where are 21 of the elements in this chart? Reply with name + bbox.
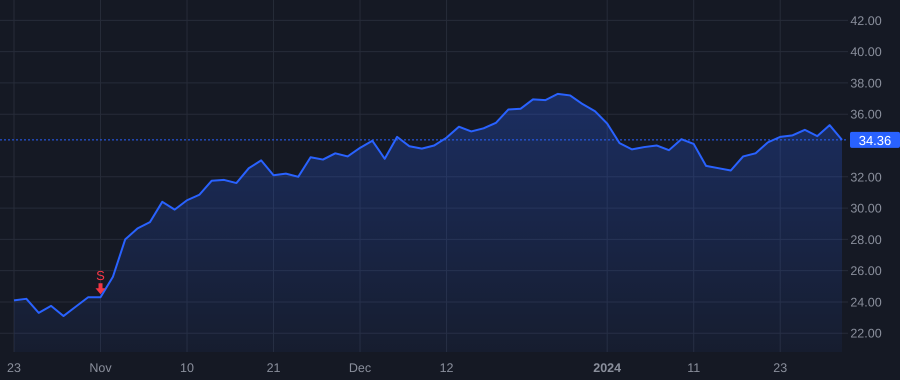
y-tick-label: 24.00 xyxy=(850,295,882,310)
y-tick-label: 28.00 xyxy=(850,232,882,247)
x-tick-label: 21 xyxy=(266,361,281,375)
x-tick-label: 11 xyxy=(687,361,700,375)
x-tick-label: 23 xyxy=(773,361,788,375)
x-tick-label: 2024 xyxy=(593,361,622,375)
x-tick-label: Dec xyxy=(348,361,372,375)
y-tick-label: 32.00 xyxy=(850,170,882,184)
y-tick-label: 42.00 xyxy=(850,14,882,28)
x-tick-label: Nov xyxy=(89,361,112,375)
x-tick-label: 10 xyxy=(180,361,194,375)
y-tick-label: 22.00 xyxy=(850,326,882,341)
x-tick-label: 12 xyxy=(440,361,454,375)
y-tick-label: 40.00 xyxy=(850,45,882,60)
y-tick-label: 30.00 xyxy=(850,202,882,216)
x-tick-label: 23 xyxy=(7,361,21,375)
ref-line-label: 34.36 xyxy=(858,132,892,148)
y-tick-label: 36.00 xyxy=(850,108,882,122)
y-tick-label: 38.00 xyxy=(850,76,882,90)
annotation: S xyxy=(96,268,106,284)
y-tick-label: 26.00 xyxy=(850,264,882,278)
